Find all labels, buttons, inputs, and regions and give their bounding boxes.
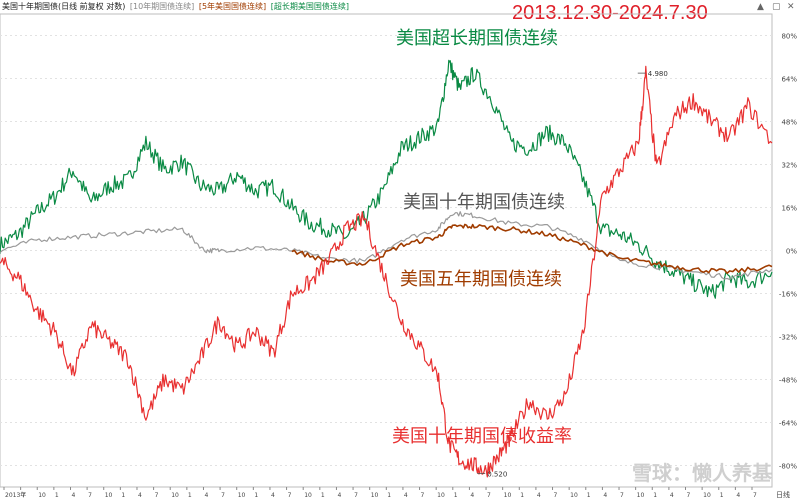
x-tick-label: 10 [703, 492, 711, 499]
y-tick-label: 0% [786, 248, 797, 256]
x-tick-label: 1 [720, 492, 724, 499]
y-tick-label: -64% [779, 420, 797, 428]
x-tick-label: 4 [537, 492, 541, 499]
x-tick-label: 7 [487, 492, 491, 499]
x-tick-label: 10 [105, 492, 113, 499]
series-line [0, 211, 773, 281]
y-tick-label: 32% [781, 162, 797, 170]
x-tick-label: 7 [753, 492, 757, 499]
x-tick-label: 7 [155, 492, 159, 499]
series-tag-ten-year[interactable]: [10年期国债连续] [129, 2, 195, 11]
x-tick-label: 7 [421, 492, 425, 499]
x-tick-label: 2013年 [5, 491, 26, 499]
series-line [291, 223, 773, 275]
main-title: 美国十年期国债(日线 前复权 对数) [2, 2, 126, 11]
label-five-year: 美国五年期国债连续 [400, 269, 562, 290]
x-tick-label: 1 [520, 492, 524, 499]
y-tick-label: 48% [781, 119, 797, 127]
x-tick-label: 10 [171, 492, 179, 499]
label-ten-year-yield: 美国十年期国债收益率 [392, 426, 572, 447]
x-tick-label: 7 [88, 492, 92, 499]
y-tick-label: 16% [781, 205, 797, 213]
x-tick-label: 7 [687, 492, 691, 499]
x-tick-label: 4 [337, 492, 341, 499]
label-ten-year: 美国十年期国债连续 [403, 192, 565, 213]
x-tick-label: 4 [470, 492, 474, 499]
x-tick-label: 1 [653, 492, 657, 499]
y-tick-label: 64% [781, 76, 797, 84]
series-tag-ultra-long[interactable]: [超长期美国国债连续] [270, 2, 349, 11]
chart-header: 美国十年期国债(日线 前复权 对数) [10年期国债连续] [5年美国国债连续]… [0, 0, 800, 14]
x-tick-label: 1 [121, 492, 125, 499]
x-tick-label: 10 [437, 492, 445, 499]
x-tick-label: 4 [670, 492, 674, 499]
series-line [0, 59, 773, 299]
series-tag-five-year[interactable]: [5年美国国债连续] [198, 2, 267, 11]
x-tick-label: 4 [138, 492, 142, 499]
x-tick-label: 10 [371, 492, 379, 499]
y-tick-label: -16% [779, 291, 797, 299]
close-icon[interactable]: ✕ [787, 2, 795, 12]
x-tick-label: 4 [404, 492, 408, 499]
x-tick-label: 1 [188, 492, 192, 499]
x-tick-label: 10 [238, 492, 246, 499]
series-line [0, 65, 773, 478]
x-tick-label: 10 [504, 492, 512, 499]
x-tick-label: 7 [354, 492, 358, 499]
x-tick-label: 1 [387, 492, 391, 499]
x-tick-label: 7 [554, 492, 558, 499]
maximize-icon[interactable]: ▢ [772, 2, 781, 12]
y-tick-label: -32% [779, 334, 797, 342]
x-tick-label: 7 [288, 492, 292, 499]
x-tick-label: 1 [55, 492, 59, 499]
x-tick-label: 4 [271, 492, 275, 499]
annotation-label: 0.520 [487, 471, 507, 479]
x-tick-label: 10 [304, 492, 312, 499]
x-tick-label: 4 [736, 492, 740, 499]
x-tick-label: 1 [254, 492, 258, 499]
x-tick-label: 7 [620, 492, 624, 499]
x-tick-label: 7 [22, 492, 26, 499]
x-tick-label: 7 [221, 492, 225, 499]
x-tick-label: 4 [603, 492, 607, 499]
date-range-label: 2013.12.30-2024.7.30 [512, 2, 708, 24]
x-tick-label: 1 [454, 492, 458, 499]
y-tick-label: -48% [779, 377, 797, 385]
y-tick-label: 80% [781, 33, 797, 41]
collapse-icon[interactable]: ▲ [757, 2, 764, 12]
watermark: 雪球：懒人养基 [632, 461, 772, 485]
x-tick-label: 10 [570, 492, 578, 499]
x-tick-label: 4 [71, 492, 75, 499]
annotation-label: 4.980 [648, 70, 668, 78]
x-tick-label: 1 [587, 492, 591, 499]
period-label: 日线 [776, 490, 790, 499]
y-tick-label: -80% [779, 463, 797, 471]
x-tick-label: 1 [321, 492, 325, 499]
label-ultra-long: 美国超长期国债连续 [396, 28, 558, 49]
x-tick-label: 4 [204, 492, 208, 499]
x-tick-label: 10 [38, 492, 46, 499]
x-tick-label: 10 [637, 492, 645, 499]
